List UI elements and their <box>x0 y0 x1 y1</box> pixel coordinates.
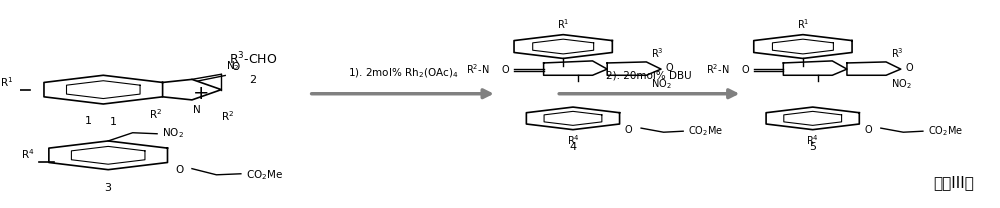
Text: 式（III）: 式（III） <box>933 175 974 190</box>
Text: CO$_2$Me: CO$_2$Me <box>688 124 723 138</box>
Text: O: O <box>624 125 632 135</box>
Text: R$^1$: R$^1$ <box>797 17 809 31</box>
Text: R$^2$: R$^2$ <box>149 107 163 121</box>
Text: 4: 4 <box>569 142 577 152</box>
Text: N$_2$: N$_2$ <box>226 59 240 73</box>
Text: 1: 1 <box>85 116 92 126</box>
Text: R$^1$: R$^1$ <box>557 17 569 31</box>
Text: NO$_2$: NO$_2$ <box>162 126 184 140</box>
Text: O: O <box>175 165 184 175</box>
Text: O: O <box>666 63 674 73</box>
Text: +: + <box>193 84 209 103</box>
Text: R$^2$-N: R$^2$-N <box>706 62 730 76</box>
Text: R$^4$: R$^4$ <box>21 148 34 161</box>
Text: R$^3$: R$^3$ <box>891 46 904 60</box>
Text: R$^2$: R$^2$ <box>221 109 234 123</box>
Text: 2). 20mol% DBU: 2). 20mol% DBU <box>606 70 692 80</box>
Text: R$^2$-N: R$^2$-N <box>466 62 490 76</box>
Text: CO$_2$Me: CO$_2$Me <box>246 168 283 182</box>
Text: CO$_2$Me: CO$_2$Me <box>928 124 963 138</box>
Text: R$^3$: R$^3$ <box>651 46 664 60</box>
Text: R$^1$: R$^1$ <box>0 75 13 89</box>
Text: 1: 1 <box>110 117 117 127</box>
Text: 5: 5 <box>809 142 816 152</box>
Text: O: O <box>864 125 872 135</box>
Text: O: O <box>741 64 749 74</box>
Text: 2: 2 <box>249 75 257 85</box>
Text: N: N <box>193 105 201 115</box>
Text: O: O <box>906 63 913 73</box>
Text: R$^4$: R$^4$ <box>806 133 819 146</box>
Text: 3: 3 <box>105 183 112 193</box>
Text: O: O <box>231 62 239 72</box>
Text: O: O <box>502 64 509 74</box>
Text: 1). 2mol% Rh$_2$(OAc)$_4$: 1). 2mol% Rh$_2$(OAc)$_4$ <box>348 67 458 80</box>
Text: NO$_2$: NO$_2$ <box>891 77 912 91</box>
Text: R$^4$: R$^4$ <box>567 133 579 146</box>
Text: NO$_2$: NO$_2$ <box>651 77 672 91</box>
Text: R$^3$-CHO: R$^3$-CHO <box>229 51 277 67</box>
